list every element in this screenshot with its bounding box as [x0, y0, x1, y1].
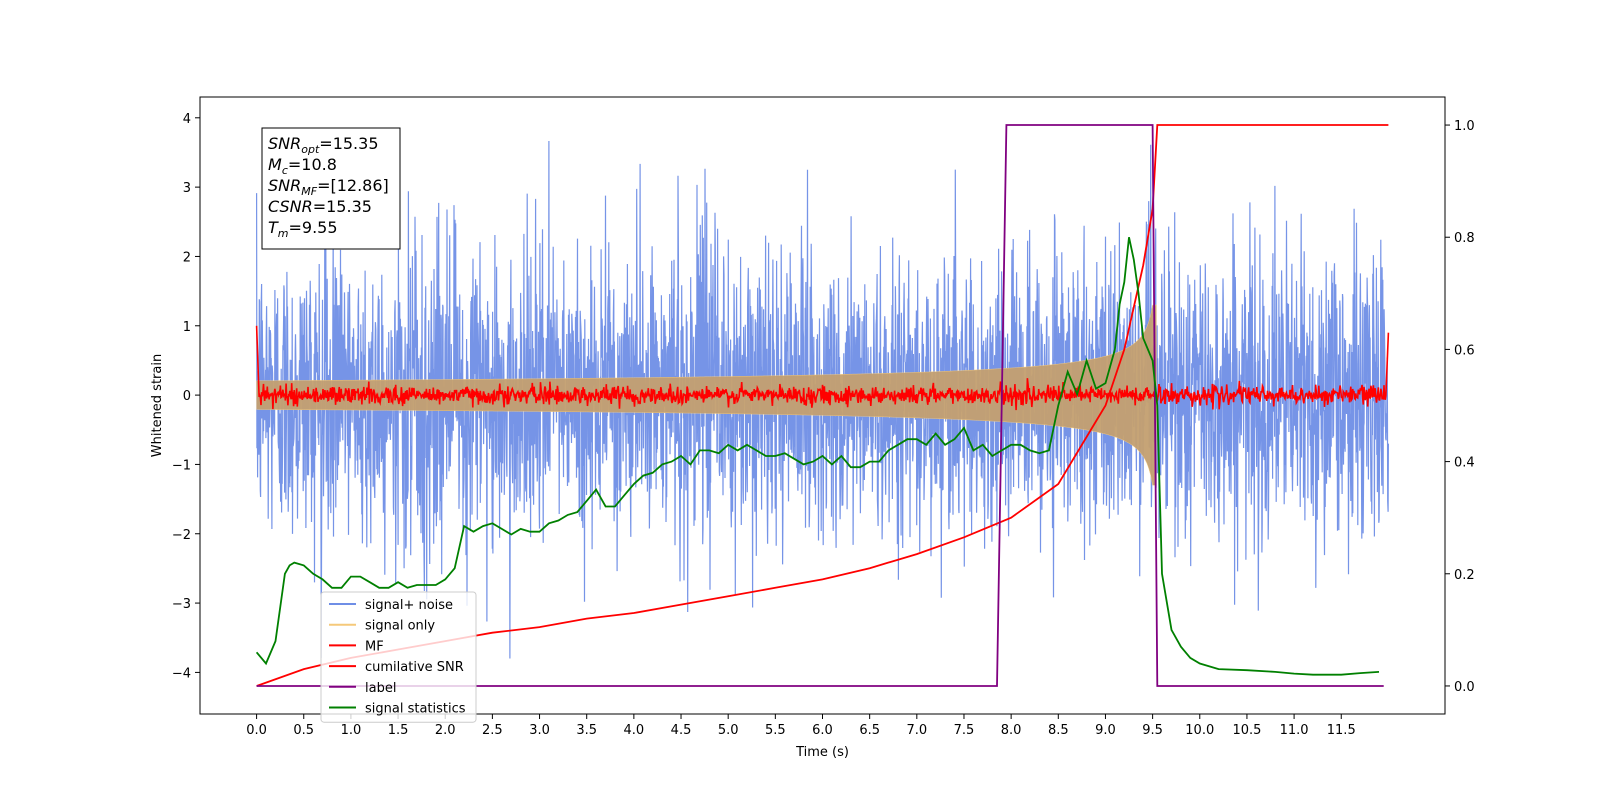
- x-tick-label: 4.0: [624, 723, 645, 738]
- plot-area: [255, 124, 1390, 687]
- legend-frame: [320, 591, 477, 723]
- legend-entry: signal only: [365, 619, 435, 634]
- y2-tick-label: 0.0: [1454, 680, 1475, 695]
- legend-entry: MF: [365, 639, 384, 654]
- y-tick-label: −1: [172, 458, 191, 473]
- x-tick-label: 8.5: [1048, 723, 1069, 738]
- y2-tick-label: 1.0: [1454, 119, 1475, 134]
- x-tick-label: 3.0: [529, 723, 550, 738]
- legend: signal+ noise signal only MF cumilative SNR…: [320, 591, 477, 723]
- y-tick-label: 3: [183, 181, 191, 196]
- x-tick-label: 1.5: [388, 723, 409, 738]
- x-tick-label: 0.5: [293, 723, 314, 738]
- series-label: [256, 124, 1384, 687]
- y2-tick-label: 0.4: [1454, 456, 1475, 471]
- x-tick-label: 0.0: [246, 723, 267, 738]
- y-tick-label: 1: [183, 320, 191, 335]
- series-signal-statistics: [255, 237, 1380, 676]
- x-tick-label: 4.5: [671, 723, 692, 738]
- annotation-line: CSNR=15.35: [268, 197, 372, 216]
- y2-tick-label: 0.6: [1454, 343, 1475, 358]
- x-tick-label: 3.5: [576, 723, 597, 738]
- annotation-line: SNRMF=[12.86]: [268, 176, 389, 198]
- x-tick-label: 6.5: [859, 723, 880, 738]
- legend-entry: label: [365, 681, 396, 696]
- y2-tick-label: 0.8: [1454, 231, 1475, 246]
- y-tick-label: −2: [172, 528, 191, 543]
- x-tick-label: 5.0: [718, 723, 739, 738]
- y-tick-label: 2: [183, 250, 191, 265]
- annotation-line: Tm=9.55: [268, 218, 338, 240]
- legend-entry: signal statistics: [365, 702, 466, 717]
- x-tick-label: 2.0: [435, 723, 456, 738]
- x-tick-label: 1.0: [341, 723, 362, 738]
- x-tick-label: 8.0: [1001, 723, 1022, 738]
- x-tick-label: 2.5: [482, 723, 503, 738]
- series-signal-noise: [256, 140, 1390, 659]
- plot-clip-group: [255, 124, 1390, 687]
- annotation-line: Mc=10.8: [268, 155, 337, 177]
- x-tick-label: 11.5: [1327, 723, 1356, 738]
- x-tick-label: 10.0: [1185, 723, 1214, 738]
- annotation-frame: [261, 127, 401, 250]
- x-tick-label: 10.5: [1232, 723, 1261, 738]
- x-tick-label: 5.5: [765, 723, 786, 738]
- y-axis-label: Whitened strain: [150, 354, 165, 457]
- y-tick-label: −4: [172, 666, 191, 681]
- x-tick-label: 9.5: [1142, 723, 1163, 738]
- axes: 0.0 0.5 1.0 1.5 2.0 2.5 3.0 3.5 4.0 4.5 5.0 5.5 6.0 6…: [150, 96, 1475, 760]
- x-tick-label: 7.5: [954, 723, 975, 738]
- annotation-line: SNRopt=15.35: [268, 134, 379, 156]
- x-tick-label: 7.0: [906, 723, 927, 738]
- series-mf: [255, 325, 1390, 411]
- y2-tick-label: 0.2: [1454, 568, 1475, 583]
- x-tick-label: 9.0: [1095, 723, 1116, 738]
- y-tick-label: −3: [172, 597, 191, 612]
- x-axis-label: Time (s): [795, 745, 849, 760]
- legend-entry: cumilative SNR: [365, 660, 464, 675]
- legend-entry: signal+ noise: [365, 598, 453, 613]
- annotation-box: SNRopt=15.35Mc=10.8SNRMF=[12.86]CSNR=15.…: [261, 127, 401, 250]
- y-tick-label: 0: [183, 389, 191, 404]
- x-tick-label: 6.0: [812, 723, 833, 738]
- x-tick-label: 11.0: [1280, 723, 1309, 738]
- y-tick-label: 4: [183, 112, 191, 127]
